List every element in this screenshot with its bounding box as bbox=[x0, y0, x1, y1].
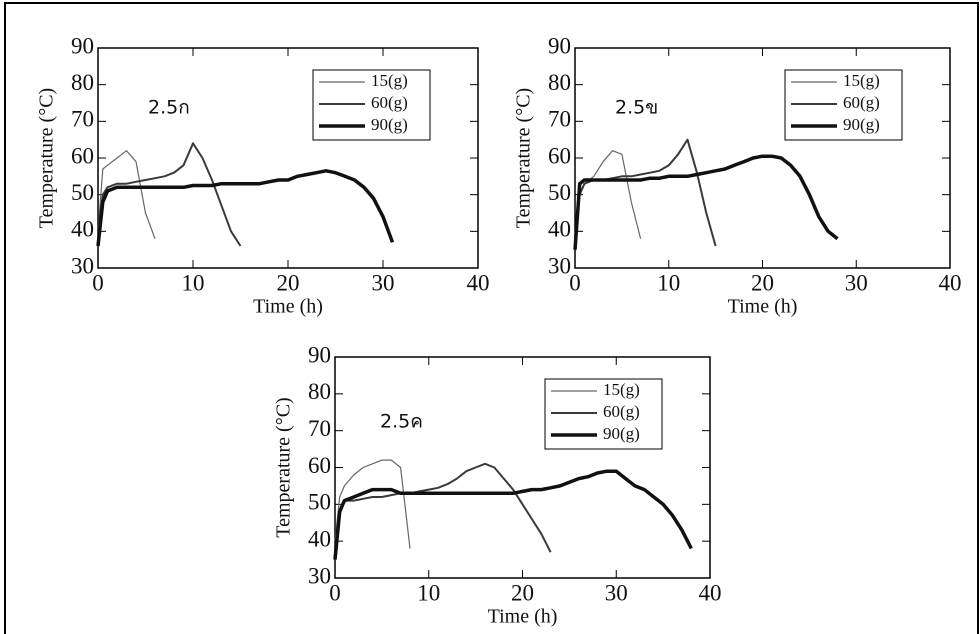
legend-label: 60(g) bbox=[843, 93, 880, 112]
annotation: 2.5ก bbox=[148, 97, 190, 119]
x-tick-label: 0 bbox=[329, 580, 341, 605]
y-tick-label: 40 bbox=[71, 217, 94, 242]
y-tick-label: 70 bbox=[548, 107, 571, 132]
y-tick-label: 80 bbox=[548, 70, 571, 95]
y-axis-label: Temperature (°C) bbox=[513, 88, 535, 228]
y-tick-label: 60 bbox=[71, 143, 94, 168]
legend-label: 90(g) bbox=[843, 115, 880, 134]
data-line bbox=[98, 143, 241, 246]
legend-label: 15(g) bbox=[843, 71, 880, 90]
legend-label: 15(g) bbox=[371, 71, 408, 90]
y-tick-label: 50 bbox=[308, 490, 331, 515]
y-tick-label: 70 bbox=[71, 107, 94, 132]
x-tick-label: 30 bbox=[845, 270, 868, 295]
data-line bbox=[98, 171, 393, 246]
x-axis-label: Time (h) bbox=[253, 296, 323, 318]
x-tick-label: 20 bbox=[511, 580, 534, 605]
figure: 30 40 50 60 70 80 90 0 10 20 30 40 Time (h) Temperatu… bbox=[0, 0, 980, 634]
x-axis-label: Time (h) bbox=[488, 606, 558, 628]
y-tick-label: 50 bbox=[548, 180, 571, 205]
legend-label: 90(g) bbox=[371, 115, 408, 134]
data-line bbox=[335, 464, 551, 552]
y-tick-label: 90 bbox=[548, 33, 571, 58]
x-tick-label: 40 bbox=[939, 270, 962, 295]
data-line bbox=[575, 140, 716, 246]
x-tick-label: 40 bbox=[467, 270, 490, 295]
x-tick-label: 0 bbox=[569, 270, 581, 295]
x-tick-label: 40 bbox=[699, 580, 722, 605]
y-tick-label: 90 bbox=[71, 33, 94, 58]
x-tick-label: 30 bbox=[372, 270, 395, 295]
legend-label: 90(g) bbox=[603, 424, 640, 443]
y-tick-label: 30 bbox=[548, 253, 571, 278]
data-line bbox=[575, 156, 838, 250]
y-tick-label: 90 bbox=[308, 342, 331, 367]
legend-label: 15(g) bbox=[603, 380, 640, 399]
x-tick-label: 20 bbox=[751, 270, 774, 295]
y-tick-label: 40 bbox=[308, 526, 331, 551]
data-line bbox=[335, 471, 691, 559]
y-tick-label: 80 bbox=[71, 70, 94, 95]
y-tick-label: 30 bbox=[308, 563, 331, 588]
annotation: 2.5ข bbox=[615, 97, 658, 119]
data-line bbox=[575, 151, 641, 239]
y-tick-label: 80 bbox=[308, 379, 331, 404]
y-tick-label: 50 bbox=[71, 180, 94, 205]
y-tick-label: 60 bbox=[308, 453, 331, 478]
legend-label: 60(g) bbox=[371, 93, 408, 112]
x-tick-label: 10 bbox=[657, 270, 680, 295]
legend-label: 60(g) bbox=[603, 402, 640, 421]
x-tick-label: 0 bbox=[92, 270, 104, 295]
y-tick-label: 70 bbox=[308, 416, 331, 441]
data-line bbox=[335, 460, 410, 548]
y-tick-label: 60 bbox=[548, 143, 571, 168]
x-tick-label: 20 bbox=[277, 270, 300, 295]
annotation: 2.5ค bbox=[380, 411, 423, 433]
y-tick-label: 30 bbox=[71, 253, 94, 278]
y-axis-label: Temperature (°C) bbox=[36, 88, 58, 228]
y-tick-label: 40 bbox=[548, 217, 571, 242]
x-tick-label: 30 bbox=[605, 580, 628, 605]
x-axis-label: Time (h) bbox=[728, 296, 798, 318]
x-tick-label: 10 bbox=[417, 580, 440, 605]
y-axis-label: Temperature (°C) bbox=[273, 397, 295, 537]
x-tick-label: 10 bbox=[182, 270, 205, 295]
